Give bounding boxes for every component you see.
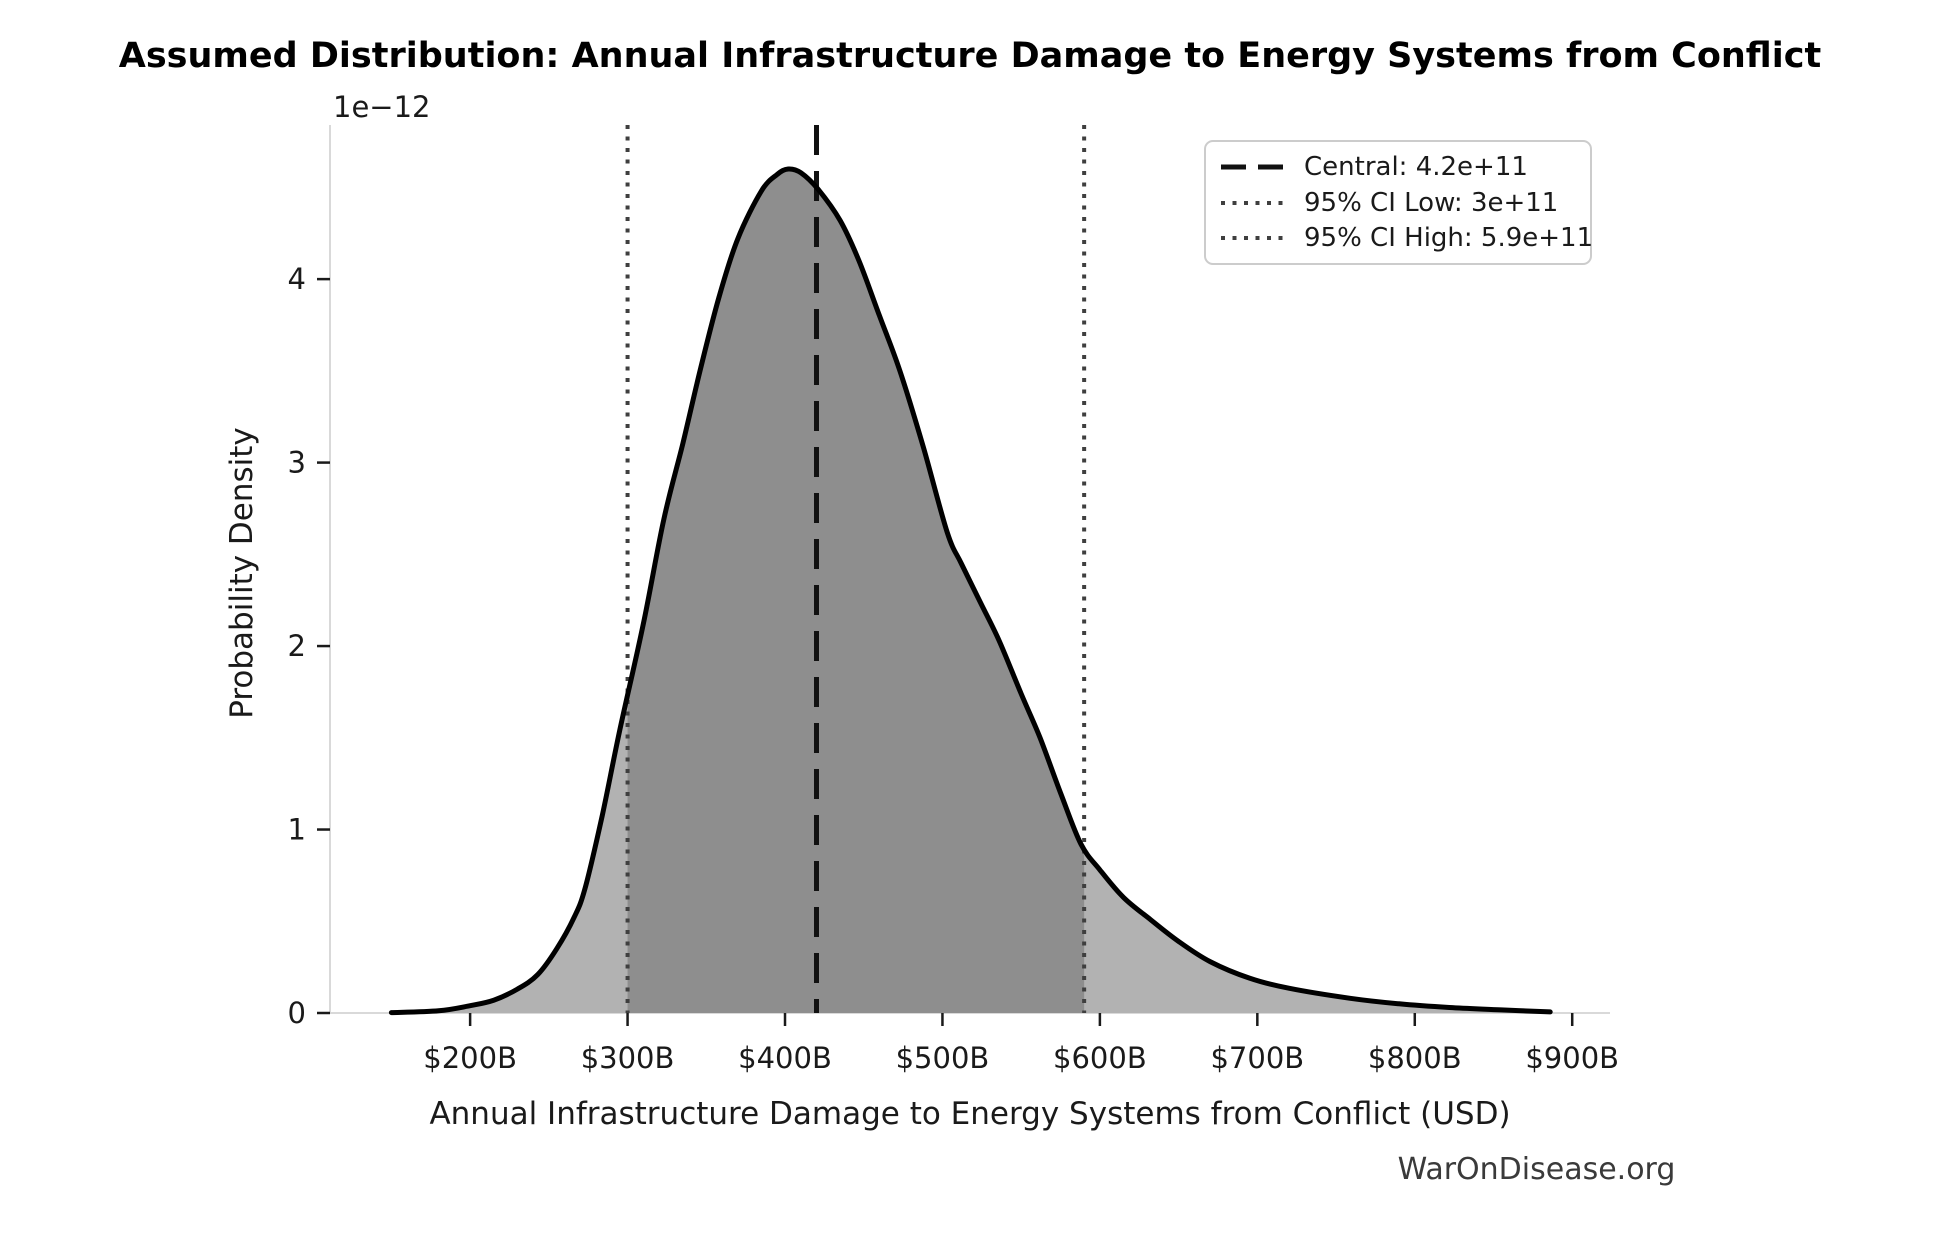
legend-label-central: Central: 4.2e+11 [1304,151,1528,182]
x-tick-label: $700B [1210,1041,1304,1075]
y-axis-title: Probability Density [224,427,260,719]
x-tick-label: $300B [581,1041,675,1075]
x-tick-label: $600B [1053,1041,1147,1075]
legend-label-ci-high: 95% CI High: 5.9e+11 [1304,223,1594,254]
legend-item-ci-low: 95% CI Low: 3e+11 [1220,188,1576,218]
x-axis-title: Annual Infrastructure Damage to Energy S… [429,1096,1511,1132]
dotted-line-sample-icon [1221,236,1287,241]
legend-label-ci-low: 95% CI Low: 3e+11 [1304,187,1559,218]
x-tick-label: $200B [423,1041,517,1075]
dotted-line-sample-icon [1221,200,1287,205]
legend-item-ci-high: 95% CI High: 5.9e+11 [1220,223,1593,253]
x-tick-label: $900B [1525,1041,1619,1075]
y-tick-label: 0 [288,996,306,1030]
dashed-line-sample-icon [1221,164,1287,170]
y-tick-label: 1 [288,813,306,847]
x-tick-label: $800B [1368,1041,1462,1075]
density-area-ci [627,168,1085,1013]
x-tick-label: $400B [738,1041,832,1075]
y-tick-label: 3 [288,446,306,480]
y-tick-label: 4 [288,262,306,296]
chart-title: Assumed Distribution: Annual Infrastruct… [118,36,1822,76]
x-tick-label: $500B [896,1041,990,1075]
legend: Central: 4.2e+11 95% CI Low: 3e+11 95% C… [1204,140,1593,265]
y-axis-offset-label: 1e−12 [333,90,431,124]
watermark: WarOnDisease.org [1397,1152,1676,1187]
density-curve [388,166,1553,1016]
legend-item-central: Central: 4.2e+11 [1220,152,1576,182]
y-tick-label: 2 [288,629,306,663]
